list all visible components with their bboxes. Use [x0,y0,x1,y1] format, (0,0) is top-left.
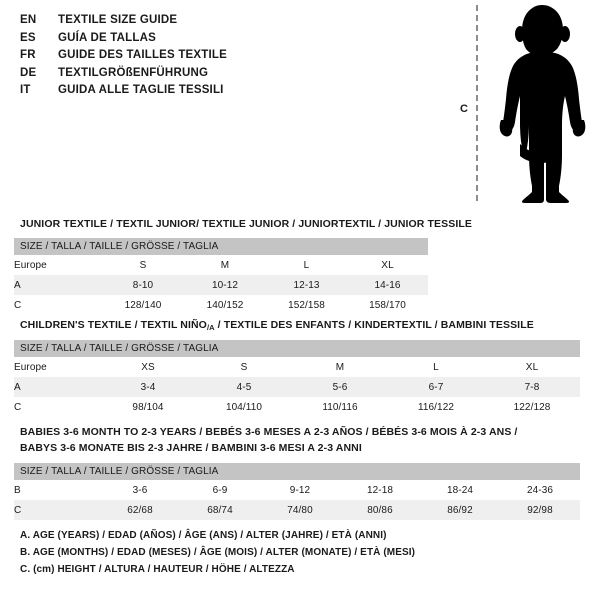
language-title-it: GUIDA ALLE TAGLIE TESSILI [58,84,224,96]
legend-line-a: A. AGE (YEARS) / EDAD (AÑOS) / ÂGE (ANS)… [20,530,387,541]
babies-row-c-v0: 62/68 [100,500,180,520]
children-row-europe-v1: S [196,357,292,377]
junior-row-a-v2: 12-13 [266,275,347,295]
children-heading-pre: CHILDREN'S TEXTILE / TEXTIL NIÑO [20,319,207,331]
babies-row-c-v5: 92/98 [500,500,580,520]
children-row-c-label: C [14,397,100,417]
children-row-a-v4: 7-8 [484,377,581,397]
table-row: A 8-10 10-12 12-13 14-16 [14,275,429,295]
children-row-a-v1: 4-5 [196,377,292,397]
language-row-it: IT GUIDA ALLE TAGLIE TESSILI [20,84,420,102]
children-row-europe-v4: XL [484,357,581,377]
table-row: C 128/140 140/152 152/158 158/170 [14,295,429,315]
language-code-es: ES [20,31,36,44]
children-row-a-v3: 6-7 [388,377,484,397]
language-title-block: EN TEXTILE SIZE GUIDE ES GUÍA DE TALLAS … [20,14,420,102]
junior-row-a-label: A [14,275,102,295]
children-size-table: SIZE / TALLA / TAILLE / GRÖSSE / TAGLIA … [14,340,581,417]
children-row-europe-v2: M [292,357,388,377]
children-row-europe-v0: XS [100,357,196,377]
children-row-c-v0: 98/104 [100,397,196,417]
children-row-a-label: A [14,377,100,397]
junior-section-heading: JUNIOR TEXTILE / TEXTIL JUNIOR/ TEXTILE … [20,218,472,230]
children-band-label: SIZE / TALLA / TAILLE / GRÖSSE / TAGLIA [14,340,581,357]
language-code-it: IT [20,84,31,96]
children-row-a-v2: 5-6 [292,377,388,397]
legend-line-b: B. AGE (MONTHS) / EDAD (MESES) / ÂGE (MO… [20,547,416,558]
junior-row-c-label: C [14,295,102,315]
babies-row-b-v4: 18-24 [420,480,500,500]
children-heading-subscript: /A [206,323,215,332]
children-row-c-v1: 104/110 [196,397,292,417]
legend-line-c: C. (cm) HEIGHT / ALTURA / HAUTEUR / HÖHE… [20,564,295,575]
junior-row-a-v1: 10-12 [184,275,266,295]
children-row-a-v0: 3-4 [100,377,196,397]
table-row: C 98/104 104/110 110/116 116/122 122/128 [14,397,581,417]
children-row-europe-v3: L [388,357,484,377]
junior-table-band-row: SIZE / TALLA / TAILLE / GRÖSSE / TAGLIA [14,238,429,255]
babies-size-table: SIZE / TALLA / TAILLE / GRÖSSE / TAGLIA … [14,463,580,520]
table-row: Europe S M L XL [14,255,429,275]
junior-row-europe-v1: M [184,255,266,275]
babies-section-heading-line1: BABIES 3-6 MONTH TO 2-3 YEARS / BEBÉS 3-… [20,426,518,438]
junior-row-a-v0: 8-10 [102,275,184,295]
language-code-fr: FR [20,49,36,61]
junior-row-europe-v3: XL [347,255,429,275]
junior-row-c-v2: 152/158 [266,295,347,315]
babies-band-label: SIZE / TALLA / TAILLE / GRÖSSE / TAGLIA [14,463,580,480]
junior-row-europe-label: Europe [14,255,102,275]
junior-row-c-v3: 158/170 [347,295,429,315]
toddler-silhouette-icon [499,5,586,203]
junior-row-a-v3: 14-16 [347,275,429,295]
language-title-en: TEXTILE SIZE GUIDE [58,14,178,26]
language-code-en: EN [20,14,37,26]
children-row-c-v4: 122/128 [484,397,581,417]
children-heading-post: / TEXTILE DES ENFANTS / KINDERTEXTIL / B… [214,319,534,331]
junior-size-table: SIZE / TALLA / TAILLE / GRÖSSE / TAGLIA … [14,238,429,315]
babies-section-heading-line2: BABYS 3-6 MONATE BIS 2-3 JAHRE / BAMBINI… [20,442,362,454]
babies-row-b-v5: 24-36 [500,480,580,500]
table-row: B 3-6 6-9 9-12 12-18 18-24 24-36 [14,480,580,500]
height-measure-label: C [460,103,468,115]
children-row-c-v2: 110/116 [292,397,388,417]
babies-row-b-v3: 12-18 [340,480,420,500]
babies-row-c-label: C [14,500,100,520]
language-row-es: ES GUÍA DE TALLAS [20,32,420,50]
children-table-band-row: SIZE / TALLA / TAILLE / GRÖSSE / TAGLIA [14,340,581,357]
children-section-heading: CHILDREN'S TEXTILE / TEXTIL NIÑO/A / TEX… [20,319,534,332]
junior-row-c-v1: 140/152 [184,295,266,315]
babies-table-band-row: SIZE / TALLA / TAILLE / GRÖSSE / TAGLIA [14,463,580,480]
babies-row-c-v1: 68/74 [180,500,260,520]
babies-row-c-v3: 80/86 [340,500,420,520]
junior-row-europe-v2: L [266,255,347,275]
language-row-de: DE TEXTILGRÖßENFÜHRUNG [20,67,420,85]
language-row-fr: FR GUIDE DES TAILLES TEXTILE [20,49,420,67]
language-title-de: TEXTILGRÖßENFÜHRUNG [58,66,209,79]
height-illustration: C [440,0,600,210]
junior-band-label: SIZE / TALLA / TAILLE / GRÖSSE / TAGLIA [14,238,429,255]
junior-row-europe-v0: S [102,255,184,275]
language-row-en: EN TEXTILE SIZE GUIDE [20,14,420,32]
babies-row-b-v0: 3-6 [100,480,180,500]
children-row-europe-label: Europe [14,357,100,377]
babies-row-b-v2: 9-12 [260,480,340,500]
babies-row-c-v4: 86/92 [420,500,500,520]
height-dashed-line [476,5,478,201]
language-title-es: GUÍA DE TALLAS [58,31,156,44]
babies-row-b-v1: 6-9 [180,480,260,500]
language-code-de: DE [20,66,37,79]
table-row: C 62/68 68/74 74/80 80/86 86/92 92/98 [14,500,580,520]
legend-block: A. AGE (YEARS) / EDAD (AÑOS) / ÂGE (ANS)… [20,530,415,581]
babies-row-c-v2: 74/80 [260,500,340,520]
table-row: A 3-4 4-5 5-6 6-7 7-8 [14,377,581,397]
language-title-fr: GUIDE DES TAILLES TEXTILE [58,49,227,61]
babies-row-b-label: B [14,480,100,500]
children-row-c-v3: 116/122 [388,397,484,417]
junior-row-c-v0: 128/140 [102,295,184,315]
table-row: Europe XS S M L XL [14,357,581,377]
